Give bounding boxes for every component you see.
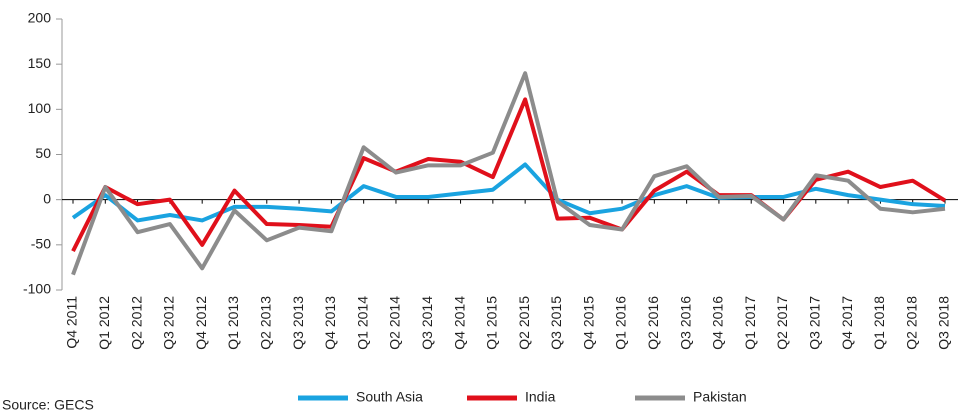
x-tick-label: Q2 2012 [128, 296, 144, 350]
legend-label: South Asia [356, 389, 423, 405]
x-tick-label: Q3 2012 [161, 296, 177, 350]
x-tick-label: Q2 2013 [257, 296, 273, 350]
y-tick-label: 100 [28, 100, 52, 116]
x-tick-label: Q4 2017 [839, 296, 855, 350]
x-tick-label: Q4 2015 [580, 296, 596, 350]
x-tick-label: Q2 2016 [645, 296, 661, 350]
y-tick-label: 150 [28, 55, 52, 71]
y-tick-label: 200 [28, 10, 52, 26]
x-tick-label: Q4 2012 [193, 296, 209, 350]
x-tick-label: Q3 2015 [548, 296, 564, 350]
series-line [71, 162, 946, 223]
x-tick-label: Q3 2016 [677, 296, 693, 350]
x-tick-label: Q3 2014 [419, 296, 435, 350]
y-tick-label: 0 [43, 190, 51, 206]
y-tick-label: -50 [31, 236, 51, 252]
x-tick-label: Q3 2017 [807, 296, 823, 350]
source: Source: GECS [2, 397, 94, 410]
x-tick-label: Q2 2018 [903, 296, 919, 350]
series-line [71, 71, 946, 276]
x-tick-label: Q3 2013 [290, 296, 306, 350]
y-tick-label: -100 [23, 281, 51, 297]
x-tick-label: Q1 2017 [742, 296, 758, 350]
x-tick-label: Q1 2015 [484, 296, 500, 350]
x-tick-label: Q1 2013 [225, 296, 241, 350]
x-tick-label: Q4 2016 [710, 296, 726, 350]
x-tick-label: Q3 2018 [936, 296, 952, 350]
x-tick-label: Q4 2014 [451, 296, 467, 350]
x-tick-label: Q1 2018 [871, 296, 887, 350]
x-tick-label: Q2 2017 [774, 296, 790, 350]
x-tick-label: Q2 2014 [387, 296, 403, 350]
legend-label: Pakistan [693, 389, 747, 405]
x-tick-label: Q4 2011 [64, 296, 80, 349]
x-tick-label: Q1 2014 [354, 296, 370, 350]
x-tick-label: Q2 2015 [516, 296, 532, 350]
x-tick-label: Q4 2013 [322, 296, 338, 350]
x-tick-label: Q1 2016 [613, 296, 629, 350]
x-tick-label: Q1 2012 [96, 296, 112, 350]
y-tick-label: 50 [35, 145, 51, 161]
legend-label: India [525, 389, 556, 405]
